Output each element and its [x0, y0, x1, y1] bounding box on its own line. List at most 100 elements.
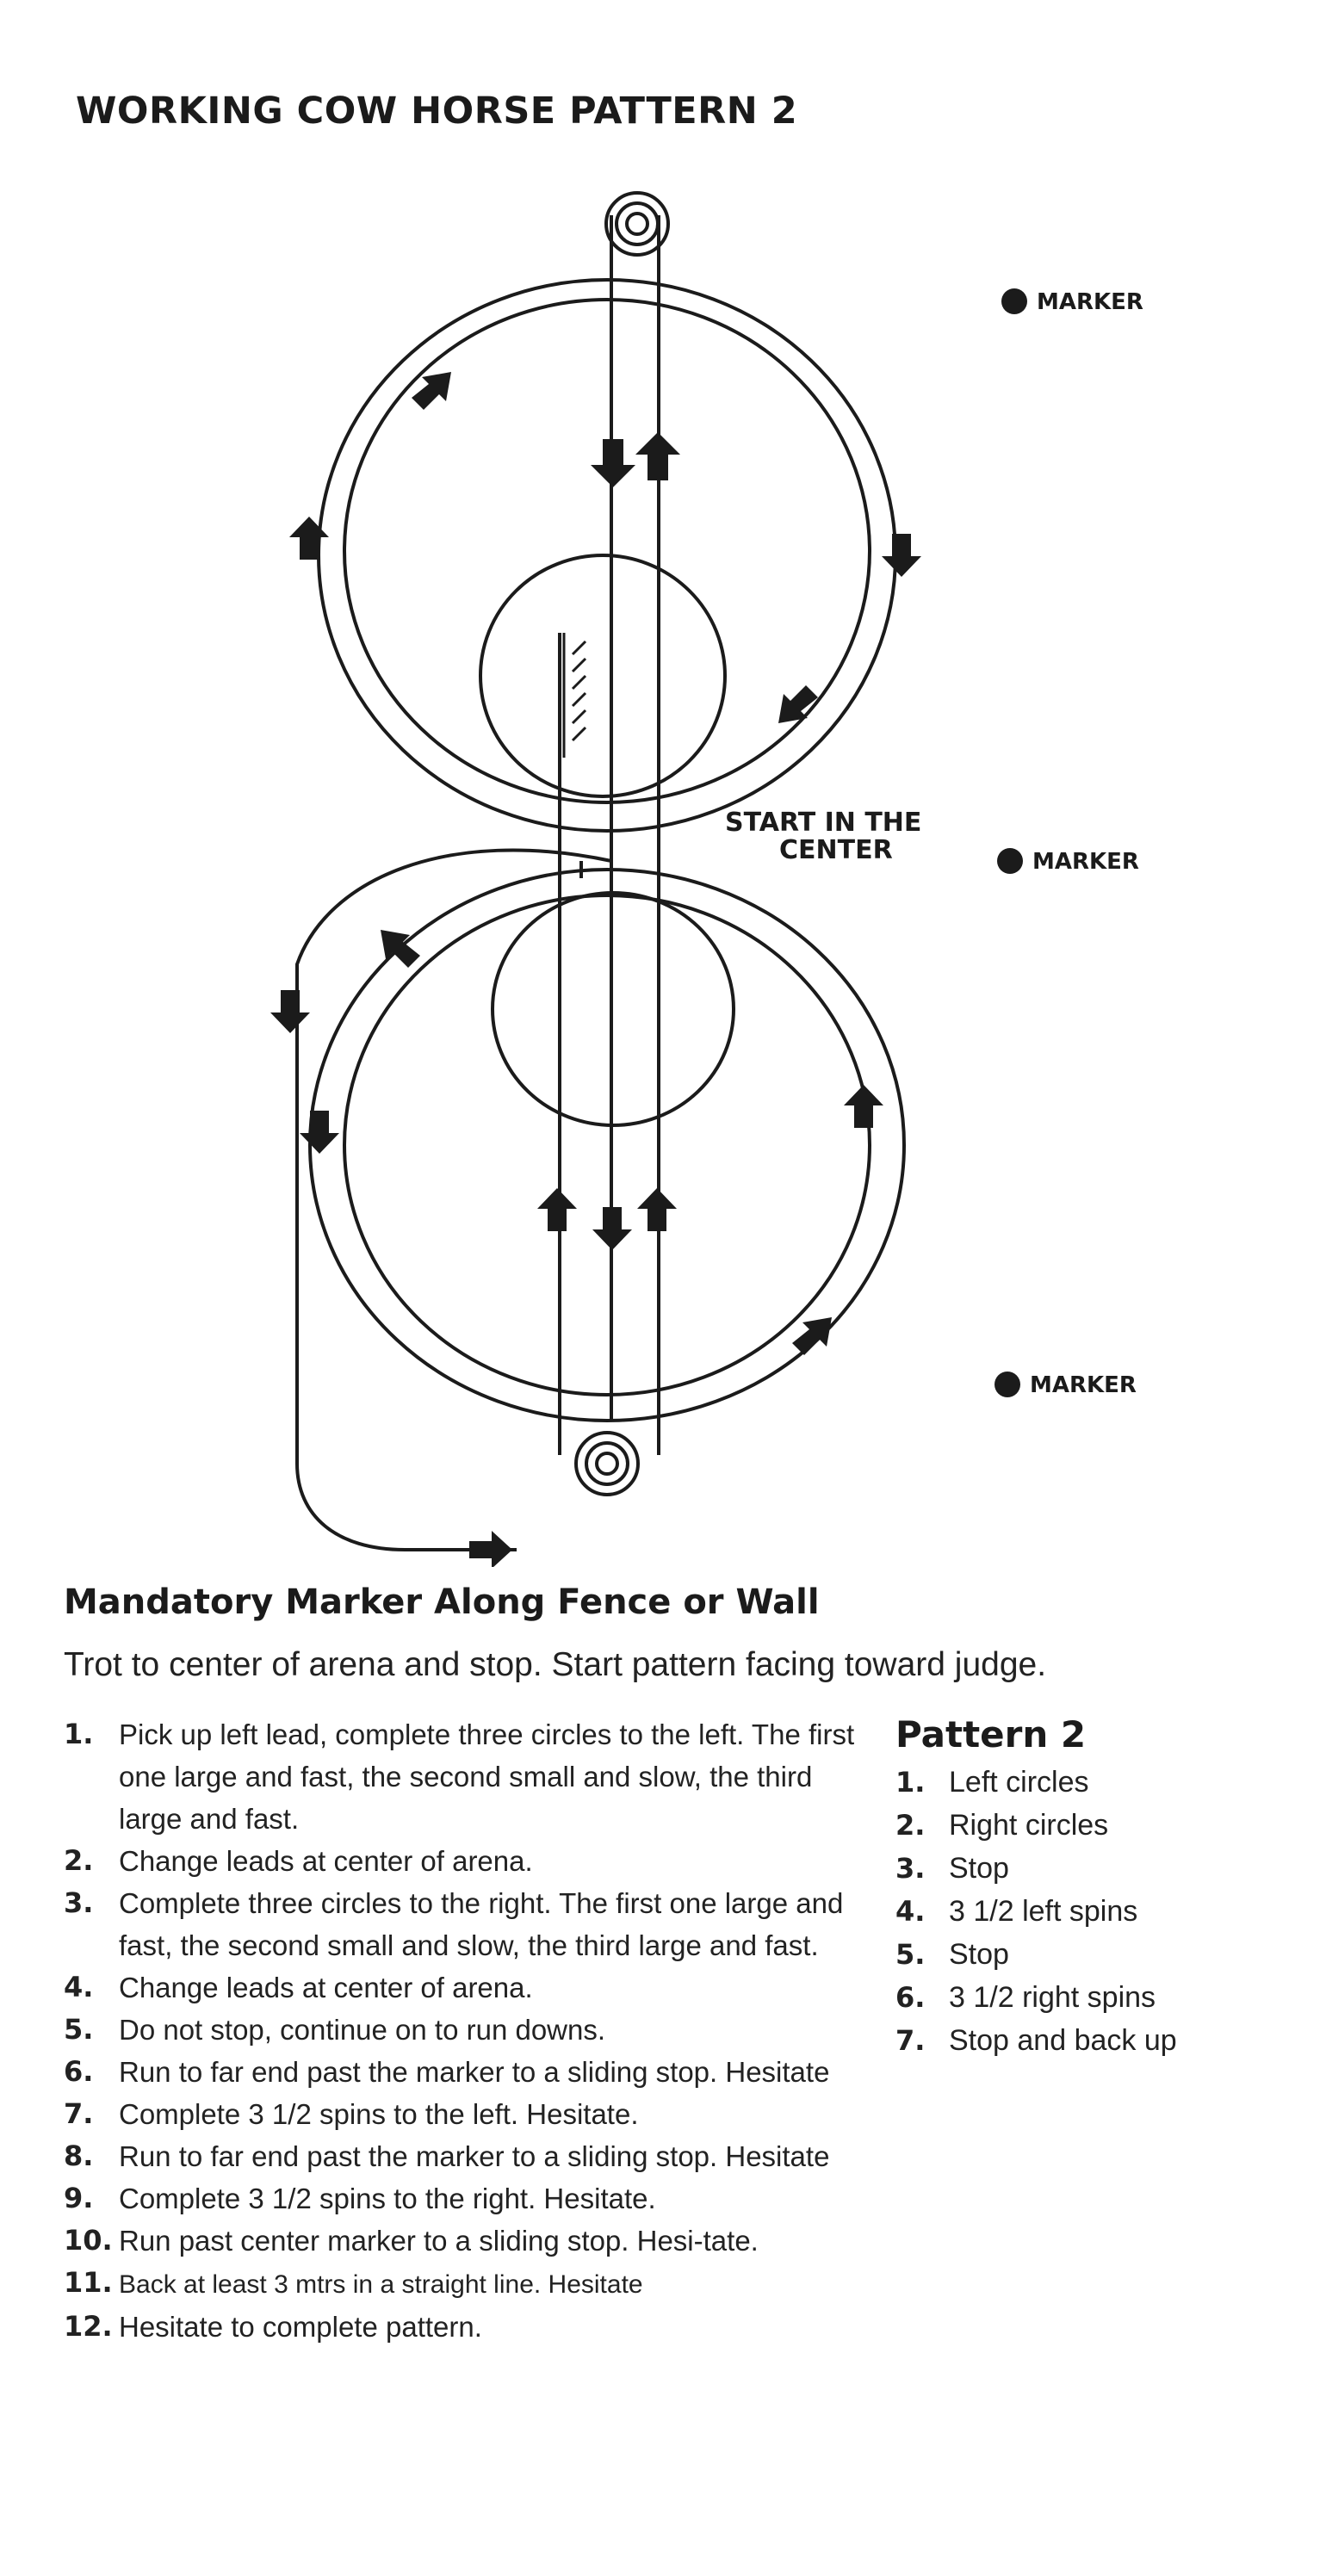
- start-label-line1: START IN THE: [725, 808, 921, 838]
- step-item: 9. Complete 3 1/2 spins to the right. Hes…: [64, 2177, 873, 2220]
- step-number: 8.: [64, 2139, 94, 2172]
- marker-dot-center: [997, 848, 1023, 874]
- arrow-down-icon: [882, 534, 921, 577]
- outer-path: [295, 848, 612, 1551]
- pattern-summary: Pattern 2 1. Left circles 2. Right circles…: [895, 1713, 1300, 2062]
- arrow-down-icon: [270, 990, 310, 1033]
- summary-text: 3 1/2 right spins: [949, 1981, 1156, 2014]
- arrow-up-icon: [844, 1085, 883, 1128]
- bottom-spin-circle-mid: [585, 1441, 629, 1486]
- summary-item: 7. Stop and back up: [895, 2019, 1300, 2062]
- step-text: Run to far end past the marker to a slid…: [119, 2140, 830, 2172]
- lower-large-circle-inner: [343, 894, 871, 1396]
- step-number: 3.: [64, 1886, 94, 1919]
- step-number: 9.: [64, 2182, 94, 2214]
- step-item: 6. Run to far end past the marker to a sl…: [64, 2051, 873, 2093]
- summary-item: 5. Stop: [895, 1933, 1300, 1976]
- arrow-right-icon: [469, 1531, 512, 1567]
- step-text: Run past center marker to a sliding stop…: [119, 2225, 759, 2257]
- pattern-title: WORKING COW HORSE PATTERN 2: [76, 90, 798, 133]
- step-item: 7. Complete 3 1/2 spins to the left. Hesi…: [64, 2093, 873, 2135]
- summary-text: 3 1/2 left spins: [949, 1895, 1138, 1928]
- summary-number: 3.: [895, 1852, 926, 1885]
- arrow-diagonal-icon: [778, 685, 818, 723]
- step-item: 4. Change leads at center of arena.: [64, 1966, 873, 2009]
- marker-dot-bottom: [994, 1372, 1020, 1397]
- summary-text: Left circles: [949, 1766, 1089, 1799]
- arrow-up-icon: [637, 1188, 677, 1231]
- subheading: Mandatory Marker Along Fence or Wall: [64, 1582, 820, 1622]
- marker-label-bottom: MARKER: [1030, 1372, 1137, 1398]
- top-spin-circle-mid: [615, 201, 660, 246]
- step-text: Pick up left lead, complete three circle…: [119, 1718, 855, 1835]
- start-label-line2: CENTER: [779, 835, 893, 865]
- summary-item: 1. Left circles: [895, 1761, 1300, 1804]
- step-item: 8. Run to far end past the marker to a sl…: [64, 2135, 873, 2177]
- summary-number: 2.: [895, 1809, 926, 1842]
- step-item: 1. Pick up left lead, complete three circ…: [64, 1713, 873, 1840]
- step-item: 10. Run past center marker to a sliding s…: [64, 2220, 873, 2262]
- step-text: Change leads at center of arena.: [119, 1845, 533, 1877]
- start-hatch-1: [571, 640, 587, 656]
- marker-label-center: MARKER: [1032, 849, 1139, 875]
- summary-text: Stop: [949, 1852, 1009, 1885]
- arrow-up-icon: [289, 517, 329, 560]
- step-text: Run to far end past the marker to a slid…: [119, 2056, 830, 2088]
- pattern-diagram: MARKER MARKER MARKER START IN THE CENTER: [270, 191, 1143, 1567]
- arrow-diagonal-icon: [412, 372, 451, 410]
- arrow-down-icon: [591, 439, 635, 487]
- step-number: 5.: [64, 2013, 94, 2046]
- step-number: 2.: [64, 1844, 94, 1877]
- arrow-down-icon: [300, 1111, 339, 1154]
- lower-large-circle-outer: [308, 868, 906, 1422]
- step-item: 3. Complete three circles to the right. T…: [64, 1882, 873, 1966]
- summary-number: 7.: [895, 2024, 926, 2057]
- arrow-diagonal-icon: [792, 1317, 832, 1355]
- arrow-down-icon: [592, 1207, 632, 1250]
- top-spin-circle-inner: [625, 212, 649, 236]
- intro-text: Trot to center of arena and stop. Start …: [64, 1646, 1047, 1683]
- upper-small-circle: [479, 554, 727, 798]
- summary-text: Right circles: [949, 1809, 1109, 1842]
- step-text: Complete 3 1/2 spins to the left. Hesita…: [119, 2098, 639, 2130]
- marker-label-top: MARKER: [1037, 289, 1143, 315]
- summary-number: 1.: [895, 1766, 926, 1799]
- summary-text: Stop: [949, 1938, 1009, 1971]
- summary-item: 4. 3 1/2 left spins: [895, 1890, 1300, 1933]
- step-item: 5. Do not stop, continue on to run downs.: [64, 2009, 873, 2051]
- summary-heading: Pattern 2: [895, 1713, 1087, 1756]
- step-text: Back at least 3 mtrs in a straight line.…: [119, 2270, 643, 2299]
- start-hatch-6: [571, 726, 587, 742]
- summary-text: Stop and back up: [949, 2024, 1177, 2057]
- summary-number: 6.: [895, 1981, 926, 2014]
- step-number: 10.: [64, 2224, 113, 2257]
- start-hatch-4: [571, 691, 587, 708]
- step-text: Hesitate to complete pattern.: [119, 2311, 482, 2343]
- bottom-spin-circle-inner: [595, 1452, 619, 1476]
- step-text: Complete 3 1/2 spins to the right. Hesit…: [119, 2183, 656, 2214]
- bottom-spin-circle-outer: [574, 1431, 640, 1496]
- step-text: Complete three circles to the right. The…: [119, 1887, 844, 1961]
- upper-large-circle-inner: [343, 298, 871, 804]
- arrow-diagonal-icon: [381, 930, 420, 968]
- step-item: 11. Back at least 3 mtrs in a straight li…: [64, 2262, 873, 2306]
- step-text: Do not stop, continue on to run downs.: [119, 2014, 606, 2046]
- start-hatch-2: [571, 657, 587, 673]
- summary-number: 5.: [895, 1938, 926, 1971]
- summary-item: 6. 3 1/2 right spins: [895, 1976, 1300, 2019]
- step-text: Change leads at center of arena.: [119, 1972, 533, 2003]
- arrow-up-icon: [635, 432, 680, 480]
- summary-item: 3. Stop: [895, 1847, 1300, 1890]
- summary-number: 4.: [895, 1895, 926, 1928]
- top-spin-circle-outer: [604, 191, 670, 257]
- marker-dot-top: [1001, 288, 1027, 314]
- step-item: 2. Change leads at center of arena.: [64, 1840, 873, 1882]
- step-number: 11.: [64, 2266, 113, 2299]
- arrow-up-icon: [537, 1188, 577, 1231]
- step-number: 1.: [64, 1718, 94, 1750]
- step-item: 12. Hesitate to complete pattern.: [64, 2306, 873, 2348]
- start-hatch-3: [571, 674, 587, 690]
- summary-item: 2. Right circles: [895, 1804, 1300, 1847]
- start-hatch-5: [571, 709, 587, 725]
- summary-list: 1. Left circles 2. Right circles 3. Stop 4.…: [895, 1761, 1300, 2062]
